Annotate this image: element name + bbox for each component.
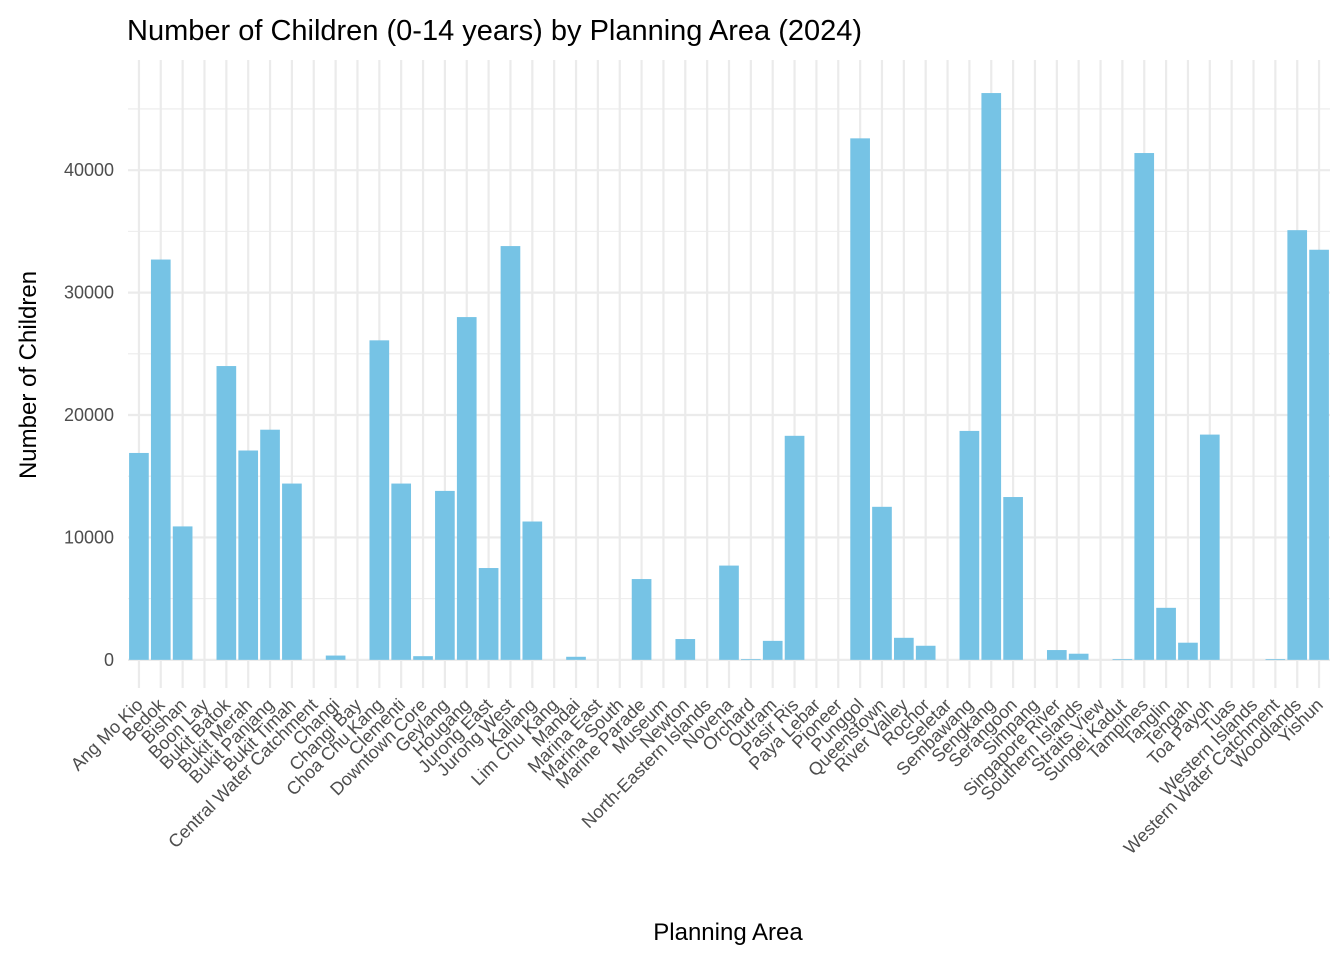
bar-bedok [150, 259, 171, 660]
bar-punggol [850, 138, 870, 660]
y-tick-label: 30000 [64, 283, 114, 303]
bar-bukit-batok [216, 366, 237, 660]
y-tick-label: 10000 [64, 527, 114, 547]
bar-kallang [522, 521, 543, 660]
bar-tanglin [1156, 607, 1176, 660]
bar-marine-parade [631, 579, 652, 660]
y-tick-label: 0 [104, 650, 114, 670]
bar-novena [719, 565, 739, 660]
chart-title: Number of Children (0-14 years) by Plann… [127, 15, 862, 47]
bars [129, 93, 1329, 661]
bar-sengkang [981, 93, 1002, 660]
y-tick-label: 20000 [64, 405, 114, 425]
bar-serangoon [1003, 497, 1023, 660]
y-tick-label: 40000 [64, 160, 114, 180]
bar-queenstown [872, 506, 892, 660]
bar-changi [325, 655, 346, 660]
bar-choa-chu-kang [369, 340, 390, 660]
x-axis-title: Planning Area [653, 919, 803, 946]
bar-bukit-panjang [260, 429, 280, 660]
bar-western-water-catchment [1265, 659, 1286, 661]
bar-sembawang [959, 430, 980, 660]
bar-jurong-west [500, 246, 521, 660]
bar-toa-payoh [1199, 434, 1220, 660]
bar-river-valley [894, 637, 914, 660]
bar-newton [675, 639, 696, 660]
bar-pasir-ris [784, 435, 805, 660]
bar-downtown-core [413, 656, 433, 660]
bar-sungei-kadut [1112, 659, 1133, 661]
bar-outram [762, 640, 783, 660]
bar-jurong-east [478, 568, 499, 660]
bar-tampines [1134, 153, 1155, 660]
bar-rochor [915, 645, 936, 660]
y-axis-ticks: 0 10000 20000 30000 40000 [64, 160, 114, 670]
bar-singapore-river [1046, 650, 1067, 660]
bar-orchard [741, 659, 761, 661]
bar-tengah [1178, 642, 1198, 660]
bar-yishun [1309, 249, 1329, 660]
bar-southern-islands [1068, 653, 1089, 660]
bar-clementi [391, 483, 412, 660]
bar-bukit-timah [282, 483, 302, 660]
bar-ang-mo-kio [129, 452, 149, 660]
bar-bukit-merah [238, 450, 259, 660]
bar-geylang [435, 490, 455, 660]
y-axis-title: Number of Children [15, 271, 42, 479]
bar-woodlands [1287, 230, 1308, 660]
bar-bishan [172, 526, 193, 660]
bar-mandai [566, 656, 586, 660]
bar-hougang [456, 317, 477, 660]
